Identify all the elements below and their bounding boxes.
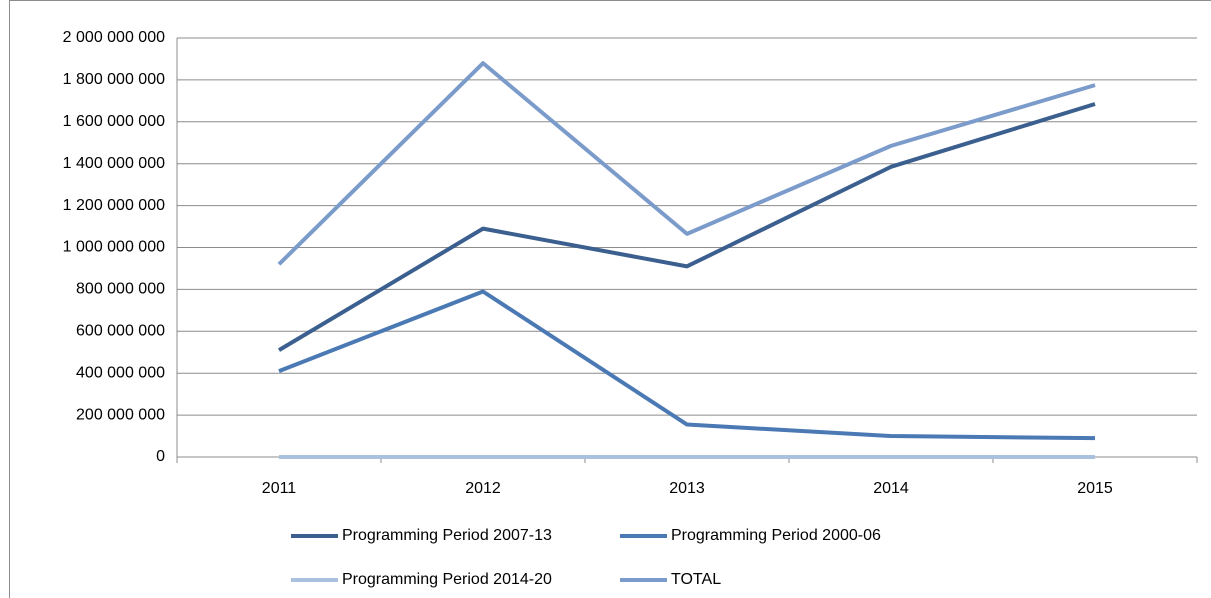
x-tick-label: 2013 xyxy=(669,480,705,497)
y-tick-label: 1 000 000 000 xyxy=(63,239,165,256)
x-tick-label: 2015 xyxy=(1077,480,1113,497)
y-tick-label: 200 000 000 xyxy=(76,406,165,423)
series-line xyxy=(277,61,1096,266)
y-tick-label: 800 000 000 xyxy=(76,281,165,298)
y-tick-label: 1 200 000 000 xyxy=(63,197,165,214)
legend-label: Programming Period 2000-06 xyxy=(671,527,881,544)
y-tick-label: 1 400 000 000 xyxy=(63,155,165,172)
series-line xyxy=(278,289,1096,441)
legend-label: TOTAL xyxy=(671,571,721,588)
series-line xyxy=(277,102,1096,352)
y-tick-label: 2 000 000 000 xyxy=(63,29,165,46)
x-tick-label: 2014 xyxy=(873,480,909,497)
y-tick-label: 1 800 000 000 xyxy=(63,71,165,88)
y-tick-label: 1 600 000 000 xyxy=(63,113,165,130)
legend-label: Programming Period 2014-20 xyxy=(342,571,552,588)
y-tick-label: 600 000 000 xyxy=(76,323,165,340)
legend-label: Programming Period 2007-13 xyxy=(342,527,552,544)
y-tick-label: 0 xyxy=(156,448,165,465)
chart-border xyxy=(9,0,1211,598)
y-tick-label: 400 000 000 xyxy=(76,364,165,381)
x-tick-label: 2011 xyxy=(262,480,297,497)
x-tick-label: 2012 xyxy=(465,480,501,497)
